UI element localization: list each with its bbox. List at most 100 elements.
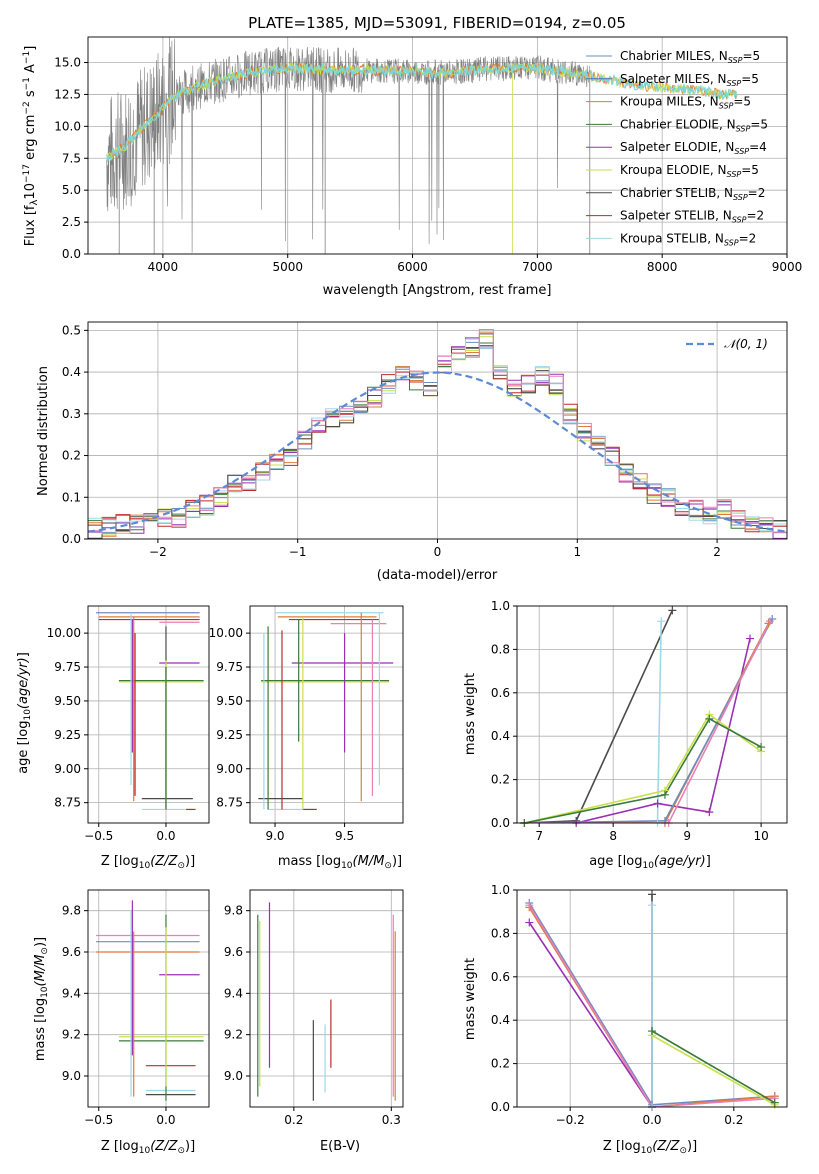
- data-point: [668, 606, 677, 615]
- y-tick-label: 0.4: [491, 729, 510, 743]
- y-tick-label: 0.6: [491, 970, 510, 984]
- mw-z-xlabel-main: Z [log: [603, 1139, 641, 1154]
- y-tick-label: 9.0: [62, 1069, 81, 1083]
- legend-label: Chabrier ELODIE, NSSP=5: [620, 117, 768, 133]
- legend-item: Kroupa ELODIE, NSSP=5: [586, 163, 759, 179]
- legend-label: Salpeter ELODIE, NSSP=4: [620, 140, 767, 156]
- plot-area: [517, 890, 787, 1107]
- y-tick-label: 9.00: [54, 762, 81, 776]
- mass-ebv-xlabel: E(B-V): [320, 1139, 360, 1154]
- y-tick-label: 10.00: [209, 626, 243, 640]
- axes-frame: [87, 321, 788, 540]
- y-tick-label: 2.5: [62, 215, 81, 229]
- y-tick-label: 0.1: [62, 490, 81, 504]
- x-tick-label: 9000: [772, 260, 803, 274]
- y-tick-label: 0.5: [62, 323, 81, 337]
- mass-vs-ebv-panel: 0.2 0.3 9.0 9.2 9.4 9.6 9.8: [224, 889, 404, 1127]
- age-z-xlabel: Z [log10(Z/Z⊙)]: [101, 854, 195, 871]
- y-tick-label: 9.2: [62, 1028, 81, 1042]
- y-tick-label: 9.6: [224, 945, 243, 959]
- x-tick-label: 4000: [148, 260, 179, 274]
- mass-vs-z-panel: −0.5 0.0 9.0 9.2 9.4 9.6 9.8: [62, 889, 210, 1127]
- normal-curve: [88, 371, 787, 533]
- axes-frame: [249, 605, 404, 824]
- legend-item: Kroupa STELIB, NSSP=2: [586, 231, 756, 247]
- y-tick-label: 0.4: [62, 365, 81, 379]
- x-tick-label: 6000: [397, 260, 428, 274]
- age-vs-z-panel: −0.5 0.0 8.75 9.00 9.25 9.50 9.75 10.00: [47, 605, 210, 843]
- y-tick-label: 9.25: [54, 728, 81, 742]
- data-point: [757, 743, 766, 752]
- y-tick-label: 0.0: [62, 532, 81, 546]
- mass-weight-series: [576, 638, 751, 823]
- mass-z-ylabel: mass [log10(M/M⊙)]: [33, 937, 50, 1061]
- x-tick-label: 0.0: [642, 1113, 661, 1127]
- y-tick-label: 10.0: [54, 119, 81, 133]
- age-mass-xlabel: mass [log10(M/M⊙)]: [278, 854, 402, 871]
- y-tick-label: 15.0: [54, 56, 81, 70]
- y-tick-label: 0.2: [62, 449, 81, 463]
- y-tick-label: 0.2: [491, 1057, 510, 1071]
- data-point: [648, 1027, 656, 1036]
- data-point: [765, 617, 774, 626]
- axes-frame: [87, 889, 210, 1108]
- legend-label: Salpeter MILES, NSSP=5: [620, 72, 759, 88]
- mass-weight-series: [528, 922, 653, 1107]
- data-point: [660, 790, 669, 799]
- mass-weight-series: [524, 609, 674, 823]
- y-tick-label: 0.3: [62, 407, 81, 421]
- x-tick-label: 0.0: [156, 1113, 175, 1127]
- massweight-vs-z-panel: −0.2 0.0 0.2 0.0 0.2 0.4 0.6 0.8 1.0: [491, 883, 788, 1127]
- y-tick-label: 9.4: [62, 986, 81, 1000]
- y-tick-label: 7.5: [62, 151, 81, 165]
- y-tick-label: 9.4: [224, 986, 243, 1000]
- y-tick-label: 9.50: [216, 694, 243, 708]
- plot-area: [250, 890, 403, 1107]
- legend-label: Kroupa STELIB, NSSP=2: [620, 231, 756, 247]
- mass-z-xlabel-main: Z [log: [101, 1139, 139, 1154]
- spectrum-title: PLATE=1385, MJD=53091, FIBERID=0194, z=0…: [248, 14, 626, 32]
- mass-weight-series: [524, 623, 770, 823]
- x-tick-label: 0.2: [284, 1113, 303, 1127]
- data-point: [705, 808, 714, 817]
- x-tick-label: 8: [609, 829, 617, 843]
- model-spectrum: [106, 62, 738, 162]
- y-tick-label: 9.75: [54, 660, 81, 674]
- legend-label: Kroupa ELODIE, NSSP=5: [620, 163, 759, 179]
- y-tick-label: 0.6: [491, 686, 510, 700]
- data-point: [705, 714, 714, 723]
- axes-frame: [249, 889, 404, 1108]
- y-tick-label: 9.2: [224, 1028, 243, 1042]
- age-z-ylabel: age [log10(age/yr)]: [16, 652, 33, 774]
- y-tick-label: 1.0: [491, 599, 510, 613]
- y-tick-label: 9.50: [54, 694, 81, 708]
- legend-item: Chabrier ELODIE, NSSP=5: [586, 117, 768, 133]
- y-tick-label: 9.6: [62, 945, 81, 959]
- x-tick-label: −0.5: [84, 829, 113, 843]
- y-tick-label: 0.0: [62, 247, 81, 261]
- mass-weight-series: [524, 621, 662, 823]
- x-tick-label: 2: [713, 545, 721, 559]
- mass-weight-series: [524, 620, 771, 823]
- x-tick-label: 10: [753, 829, 768, 843]
- mass-z-xlabel: Z [log10(Z/Z⊙)]: [101, 1139, 195, 1156]
- y-tick-label: 9.8: [62, 904, 81, 918]
- y-tick-label: 9.25: [216, 728, 243, 742]
- plot-area: [250, 606, 403, 823]
- y-tick-label: 8.75: [216, 796, 243, 810]
- x-tick-label: 5000: [272, 260, 303, 274]
- data-point: [746, 634, 755, 643]
- age-z-xlabel-main: Z [log: [101, 854, 139, 869]
- x-tick-label: 9.5: [335, 829, 354, 843]
- legend: Chabrier MILES, NSSP=5 Salpeter MILES, NS…: [586, 49, 768, 247]
- y-tick-label: 0.0: [491, 1100, 510, 1114]
- legend-item: Kroupa MILES, NSSP=5: [586, 95, 751, 111]
- y-tick-label: 10.00: [47, 626, 81, 640]
- spectrum-ylabel: Flux [fλ10−17 erg cm−2 s−1 A−1]: [22, 46, 40, 247]
- data-point: [770, 1098, 779, 1107]
- x-tick-label: −2: [149, 545, 167, 559]
- mw-age-ylabel: mass weight: [463, 673, 478, 755]
- legend-label: Kroupa MILES, NSSP=5: [620, 95, 751, 111]
- age-mass-xlabel-main: mass [log: [278, 854, 341, 869]
